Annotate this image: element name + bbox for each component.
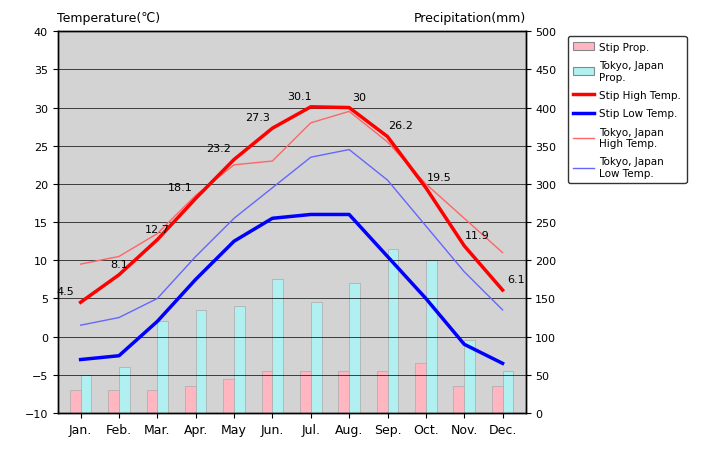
Bar <box>81 375 91 413</box>
Bar <box>503 371 513 413</box>
Text: 18.1: 18.1 <box>168 183 193 193</box>
Legend: Stip Prop., Tokyo, Japan
Prop., Stip High Temp., Stip Low Temp., Tokyo, Japan
Hi: Stip Prop., Tokyo, Japan Prop., Stip Hig… <box>568 37 687 184</box>
Bar <box>377 371 387 413</box>
Bar <box>454 386 464 413</box>
Text: 23.2: 23.2 <box>206 144 231 154</box>
Bar <box>338 371 349 413</box>
Bar <box>185 386 196 413</box>
Bar <box>119 367 130 413</box>
Bar <box>464 341 475 413</box>
Bar <box>349 284 360 413</box>
Bar <box>300 371 311 413</box>
Bar <box>311 302 322 413</box>
Text: 12.7: 12.7 <box>145 224 170 234</box>
Text: 11.9: 11.9 <box>465 230 490 240</box>
Bar <box>223 379 234 413</box>
Text: 4.5: 4.5 <box>56 286 74 297</box>
Text: 19.5: 19.5 <box>427 172 451 182</box>
Bar <box>492 386 503 413</box>
Text: 30.1: 30.1 <box>287 92 312 102</box>
Text: Precipitation(mm): Precipitation(mm) <box>413 11 526 24</box>
Text: Temperature(℃): Temperature(℃) <box>57 11 161 24</box>
Bar <box>234 307 245 413</box>
Bar <box>426 261 436 413</box>
Text: 26.2: 26.2 <box>389 121 413 131</box>
Bar <box>415 364 426 413</box>
Bar <box>108 390 119 413</box>
Bar <box>272 280 283 413</box>
Bar <box>387 249 398 413</box>
Text: 8.1: 8.1 <box>110 259 128 269</box>
Bar <box>147 390 158 413</box>
Text: 27.3: 27.3 <box>245 113 269 123</box>
Text: 30: 30 <box>352 93 366 103</box>
Bar <box>70 390 81 413</box>
Bar <box>261 371 272 413</box>
Text: 6.1: 6.1 <box>507 274 525 284</box>
Bar <box>196 310 207 413</box>
Bar <box>158 322 168 413</box>
